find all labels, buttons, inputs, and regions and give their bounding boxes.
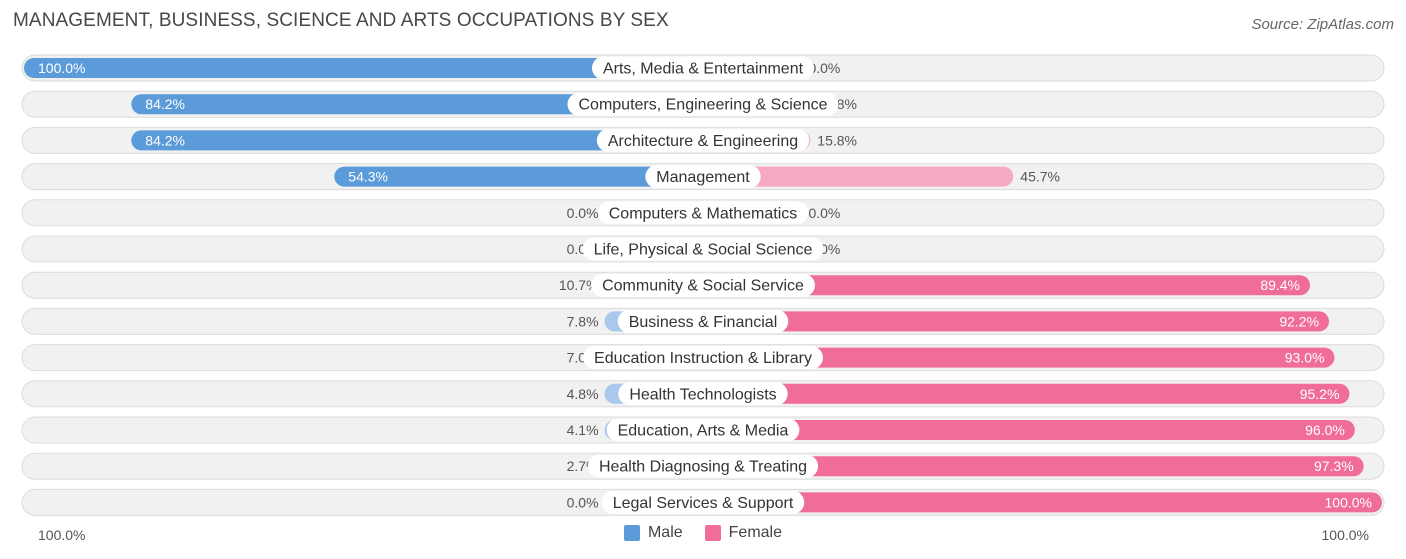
bar-female: [703, 166, 1014, 187]
bar-female: [703, 420, 1355, 440]
chart-title: MANAGEMENT, BUSINESS, SCIENCE AND ARTS O…: [13, 10, 669, 31]
axis-right-label: 100.0%: [1321, 527, 1369, 543]
category-label-background: [591, 273, 815, 297]
category-label: Arts, Media & Entertainment: [603, 61, 804, 78]
category-label: Community & Social Service: [602, 278, 804, 295]
category-label: Business & Financial: [629, 314, 778, 331]
source-label: Source: ZipAtlas.com: [1251, 16, 1394, 33]
value-label-female: 96.0%: [1305, 422, 1345, 438]
category-label-background: [606, 418, 800, 442]
value-label-female: 100.0%: [1325, 494, 1372, 510]
bar-female: [703, 275, 1311, 296]
value-label-female: 95.2%: [1300, 386, 1340, 402]
category-label-background: [597, 201, 809, 225]
value-label-female: 0.0%: [808, 205, 840, 221]
category-label: Health Diagnosing & Treating: [599, 459, 807, 476]
category-label-background: [583, 346, 823, 370]
value-label-male: 84.2%: [145, 96, 185, 112]
category-label-background: [645, 165, 761, 189]
value-label-female: 97.3%: [1314, 458, 1354, 474]
category-label: Life, Physical & Social Science: [594, 242, 813, 259]
category-label: Education Instruction & Library: [594, 350, 812, 367]
legend-item-male[interactable]: Male: [623, 524, 683, 542]
category-label-background: [617, 309, 789, 333]
bar-female: [703, 383, 1350, 404]
bar-male: [334, 166, 703, 187]
value-label-female: 93.0%: [1285, 350, 1325, 366]
value-label-female: 45.7%: [1020, 169, 1060, 185]
category-label: Computers & Mathematics: [609, 205, 798, 222]
category-label-background: [587, 454, 819, 478]
axis-left-label: 100.0%: [38, 527, 86, 543]
bar-female: [703, 347, 1335, 368]
bar-male: [131, 94, 704, 115]
value-label-male: 7.8%: [567, 313, 599, 329]
value-label-male: 100.0%: [38, 60, 85, 76]
category-label: Education, Arts & Media: [618, 423, 789, 440]
category-label-background: [591, 56, 815, 80]
value-label-male: 84.2%: [145, 132, 185, 148]
value-label-male: 10.7%: [559, 277, 599, 293]
value-label-male: 4.1%: [567, 422, 599, 438]
value-label-male: 54.3%: [348, 169, 388, 185]
value-label-female: 0.0%: [808, 60, 840, 76]
category-label: Computers, Engineering & Science: [578, 97, 827, 114]
value-label-male: 4.8%: [567, 386, 599, 402]
value-label-female: 89.4%: [1260, 277, 1300, 293]
value-label-male: 0.0%: [567, 205, 599, 221]
bar-female: [703, 456, 1364, 477]
legend-label-male: Male: [647, 524, 683, 541]
legend-swatch-female: [704, 525, 721, 541]
category-label: Architecture & Engineering: [608, 133, 798, 150]
bar-female: [703, 492, 1382, 513]
legend-item-female[interactable]: Female: [704, 524, 783, 542]
category-label-background: [601, 490, 805, 514]
category-label-background: [596, 128, 810, 152]
category-label: Health Technologists: [629, 386, 776, 403]
category-label-background: [582, 237, 824, 261]
bar-female: [703, 311, 1330, 332]
value-label-female: 92.2%: [1279, 313, 1319, 329]
legend-swatch-male: [623, 525, 640, 541]
value-label-female: 15.8%: [817, 132, 857, 148]
bar-male: [131, 130, 704, 151]
category-label: Management: [656, 169, 750, 186]
category-label: Legal Services & Support: [613, 495, 794, 512]
legend-label-female: Female: [728, 524, 783, 541]
value-label-male: 0.0%: [567, 494, 599, 510]
bar-male: [24, 58, 703, 78]
category-label-background: [618, 382, 788, 406]
chart-area: 100.0% 0.0%Arts, Media & Entertainment84.…: [21, 54, 1385, 516]
category-label-background: [567, 92, 839, 116]
legend: Male Female: [0, 524, 1406, 542]
